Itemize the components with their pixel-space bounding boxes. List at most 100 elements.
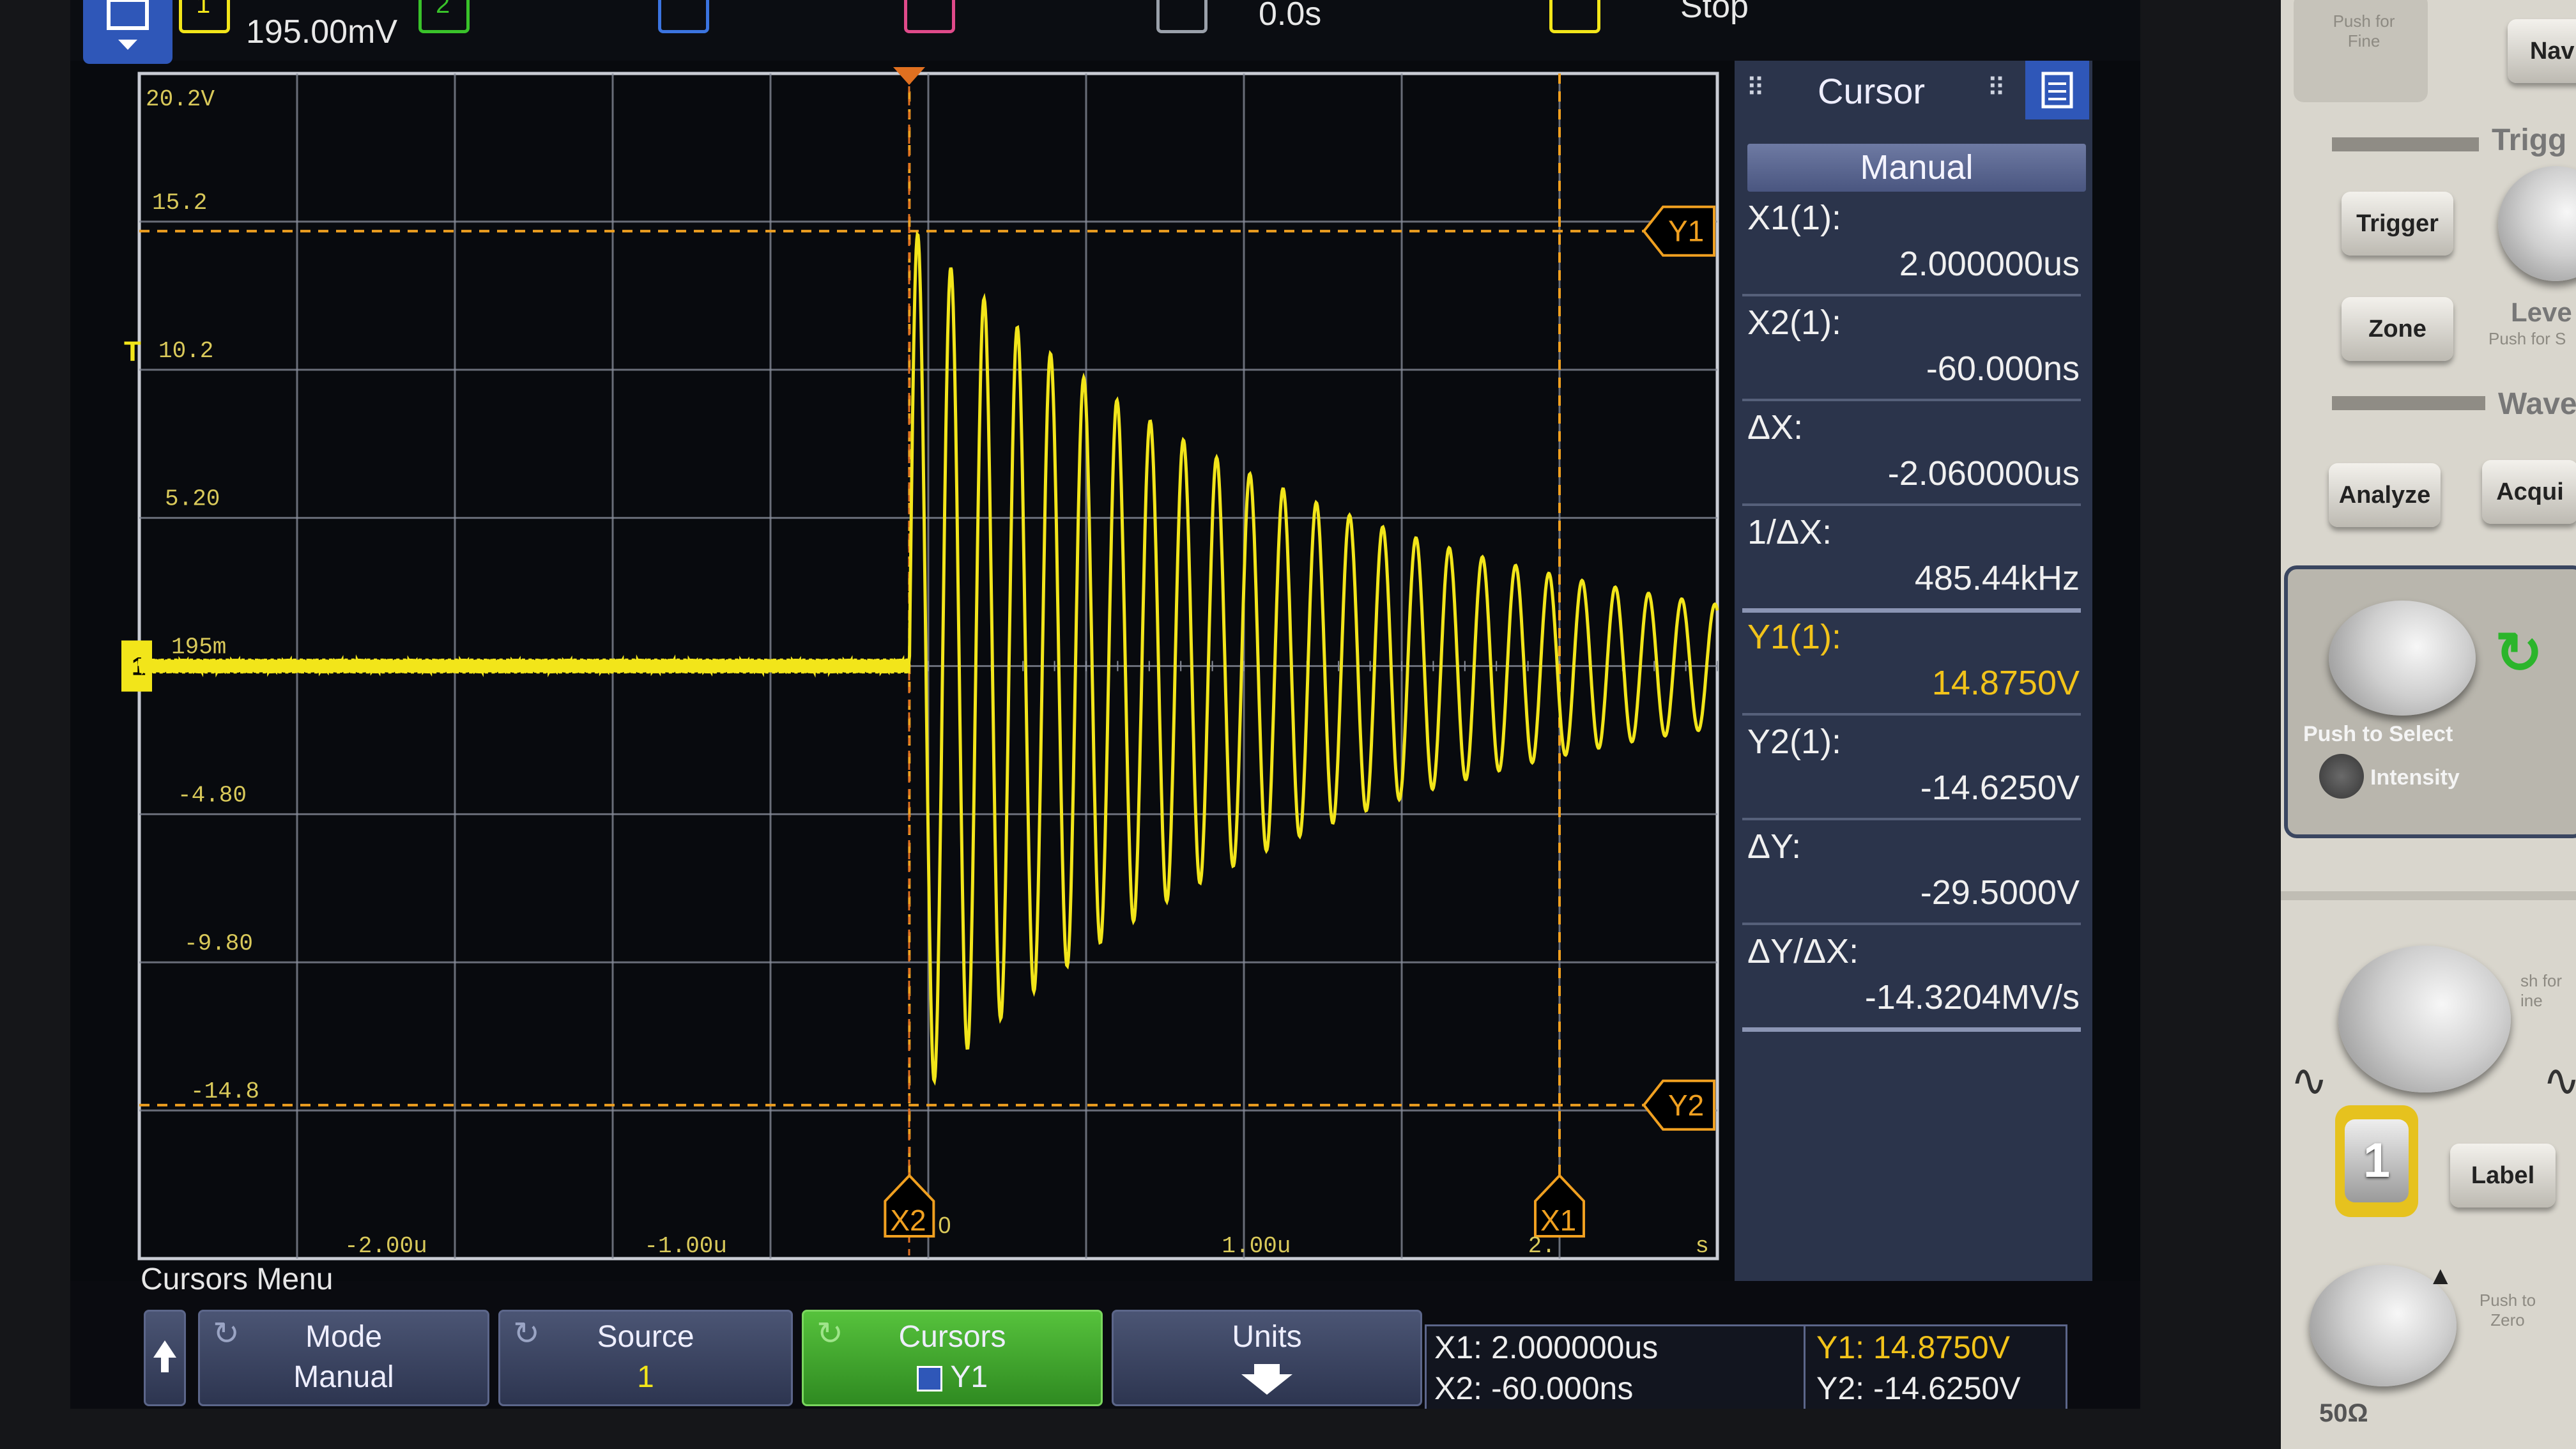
label-button[interactable]: Label: [2450, 1144, 2556, 1208]
cursor-row-value: 485.44kHz: [1914, 559, 2080, 597]
y-axis-label: 15.2: [152, 190, 207, 216]
ground-marker: [121, 640, 152, 692]
cursors-value: Y1: [950, 1360, 988, 1394]
cursor-panel-title: Cursor: [1818, 71, 1926, 111]
cursor-y2-tag: [1642, 1079, 1715, 1131]
trigger-indicator[interactable]: [1549, 0, 1600, 33]
waveform-display[interactable]: Y1 Y2 X2 X1 0 20.2V 15.2 10.2 5.20 195m -4.80 -9.8…: [120, 57, 1724, 1275]
y-axis-label: -9.80: [184, 930, 253, 956]
level-label: Leve: [2511, 297, 2572, 327]
menu-icon[interactable]: [83, 0, 172, 64]
cursor-x2-tag: [884, 1174, 935, 1238]
time-offset: 0.0s: [1259, 0, 1322, 33]
row-separator: [1742, 713, 2081, 716]
list-icon: [2041, 72, 2073, 109]
cursor-row-value: 14.8750V: [1931, 664, 2080, 702]
cursors-value-row: Y1: [804, 1360, 1101, 1395]
rotate-icon: ↻: [513, 1315, 540, 1351]
cursor-row-label: Y2(1):: [1747, 723, 1842, 761]
cursor-row-label: ΔY:: [1747, 827, 1802, 866]
entry-knob[interactable]: [2329, 601, 2476, 716]
channel1-trace: [137, 231, 1719, 1086]
channel2-number: 2: [436, 0, 450, 19]
section-rule: [2332, 396, 2485, 410]
menu-title: Cursors Menu: [141, 1262, 334, 1296]
menu-glyph: [107, 0, 149, 50]
trigger-level-knob[interactable]: [2498, 166, 2576, 281]
refresh-arrow-icon: ↻: [2495, 622, 2543, 686]
cursor-row-value: -14.6250V: [1920, 769, 2080, 807]
up-arrow-icon: [153, 1340, 176, 1372]
cursor-x1-tag: [1534, 1174, 1585, 1238]
wave-glyph-icon: ∿: [2290, 1055, 2328, 1105]
cursor-row-label: ΔY/ΔX:: [1747, 932, 1859, 970]
channel2-indicator[interactable]: 2: [418, 0, 470, 33]
rotate-icon: ↻: [213, 1315, 240, 1351]
mode-title: Mode: [305, 1320, 383, 1354]
channel4-indicator[interactable]: [904, 0, 955, 33]
cursor-row-label: ΔX:: [1747, 408, 1804, 447]
channel1-scale: 195.00mV: [246, 13, 398, 50]
readout-y2: Y2: -14.6250V: [1816, 1370, 2021, 1406]
source-softkey[interactable]: ↻ Source 1: [498, 1310, 793, 1406]
cursor-y2-label: Y2: [1668, 1089, 1704, 1122]
drag-handle-icon[interactable]: ⠿: [1987, 74, 2006, 102]
trigger-button[interactable]: Trigger: [2342, 192, 2453, 256]
softkey-bar: Cursors Menu ↻ Mode Manual ↻ Source 1 ↻ …: [70, 1262, 2140, 1409]
triangle-marker-icon: ▲: [2428, 1262, 2453, 1290]
cursor-row-value: -29.5000V: [1920, 873, 2080, 912]
trigger-section-label: Trigg: [2492, 123, 2567, 157]
navigate-button[interactable]: Navi: [2508, 19, 2576, 83]
vertical-position-knob[interactable]: [2310, 1265, 2457, 1386]
row-separator: [1742, 818, 2081, 820]
cursor-row-value: -14.3204MV/s: [1864, 978, 2080, 1016]
channel1-button-face: 1: [2345, 1119, 2409, 1202]
acquire-button[interactable]: Acqui: [2482, 460, 2576, 524]
row-separator: [1742, 923, 2081, 925]
axis-labels: 20.2V 15.2 10.2 5.20 195m -4.80 -9.80 -14.8 -2.0…: [121, 86, 1709, 1259]
wave-glyph-icon: ∿: [2543, 1055, 2576, 1105]
scope-screen: 1 195.00mV 2 0.0s Stop Y1 Y2 X2 X1 0 20.2V 15…: [70, 0, 2140, 1409]
row-separator: [1742, 503, 2081, 506]
cursor-row-value: 2.000000us: [1899, 245, 2080, 283]
y-axis-label: 195m: [171, 634, 226, 661]
channel3-indicator[interactable]: [658, 0, 709, 33]
mode-softkey[interactable]: ↻ Mode Manual: [198, 1310, 489, 1406]
y-axis-label: 5.20: [165, 486, 220, 512]
x-axis-label: 1.00u: [1222, 1233, 1291, 1259]
cursors-title: Cursors: [898, 1320, 1006, 1354]
navigate-well: [2294, 0, 2428, 102]
x-axis-label: s: [1695, 1233, 1709, 1259]
drag-handle-icon[interactable]: ⠿: [1746, 74, 1765, 102]
y-axis-label: -4.80: [178, 782, 247, 808]
back-button[interactable]: [144, 1310, 186, 1406]
channel1-button[interactable]: 1: [2335, 1105, 2418, 1217]
cursor-mode-header: Manual: [1747, 144, 2086, 192]
y-axis-label: -14.8: [190, 1078, 259, 1105]
readout-divider: [1804, 1326, 1805, 1409]
x-axis-label: -1.00u: [644, 1233, 727, 1259]
vertical-scale-knob[interactable]: [2338, 946, 2511, 1092]
channel1-indicator[interactable]: 1: [179, 0, 230, 33]
row-separator: [1742, 294, 2081, 296]
level-sub-label: Push for S: [2488, 329, 2566, 348]
cursors-softkey[interactable]: ↻ Cursors Y1: [802, 1310, 1103, 1406]
horizontal-indicator[interactable]: [1156, 0, 1208, 33]
source-title: Source: [597, 1320, 694, 1354]
units-title: Units: [1232, 1320, 1302, 1354]
cursor-row-label: X1(1):: [1747, 199, 1842, 237]
panel-menu-button[interactable]: [2025, 61, 2089, 119]
cursor-row-value: -60.000ns: [1926, 349, 2080, 388]
intensity-button[interactable]: [2319, 754, 2364, 799]
cursor-row-label: 1/ΔX:: [1747, 513, 1832, 551]
cursor-readout: X1: 2.000000us X2: -60.000ns Y1: 14.8750…: [1425, 1324, 2067, 1409]
analyze-button[interactable]: Analyze: [2329, 463, 2441, 527]
x2-suffix: 0: [938, 1212, 951, 1238]
units-softkey[interactable]: Units: [1112, 1310, 1422, 1406]
trigger-time-marker: [893, 67, 925, 85]
zone-button[interactable]: Zone: [2342, 297, 2453, 361]
readout-y1: Y1: 14.8750V: [1816, 1330, 2011, 1365]
cursor-row-value: -2.060000us: [1887, 454, 2080, 493]
row-separator: [1742, 608, 2081, 613]
intensity-label: Intensity: [2370, 765, 2460, 790]
